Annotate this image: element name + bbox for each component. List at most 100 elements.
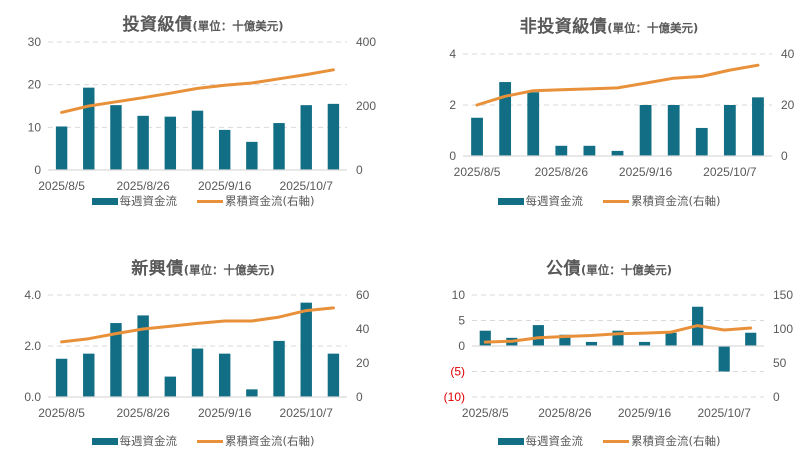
y-axis-right-tick-label: 0 bbox=[773, 390, 780, 404]
bar-weekly-flow bbox=[191, 348, 204, 397]
x-axis-tick-label: 2025/9/16 bbox=[198, 179, 252, 193]
y-axis-left-tick-label: 0.0 bbox=[24, 390, 41, 404]
y-axis-right-tick-label: 0 bbox=[356, 390, 363, 404]
legend-item-weekly: 每週資金流 bbox=[91, 433, 178, 449]
x-axis-tick-label: 2025/10/7 bbox=[697, 406, 751, 420]
legend-bar-swatch bbox=[497, 437, 524, 445]
bar-weekly-flow bbox=[638, 341, 651, 346]
x-axis-tick-label: 2025/8/5 bbox=[454, 165, 501, 179]
bar-weekly-flow bbox=[559, 334, 571, 346]
x-axis-tick-label: 2025/10/7 bbox=[280, 406, 334, 420]
y-axis-right-tick-label: 20 bbox=[781, 98, 795, 112]
chart-title-unit: (單位：十億美元) bbox=[607, 21, 699, 35]
chart-title-main: 非投資級債 bbox=[519, 17, 608, 37]
x-axis-tick-label: 2025/8/5 bbox=[462, 406, 509, 420]
bar-weekly-flow bbox=[300, 302, 312, 397]
bar-weekly-flow bbox=[83, 353, 95, 397]
bar-weekly-flow bbox=[137, 115, 149, 170]
bar-weekly-flow bbox=[327, 103, 340, 170]
chart-title: 非投資級債(單位：十億美元) bbox=[406, 12, 812, 37]
y-axis-left-tick-label: 10 bbox=[452, 288, 466, 302]
bar-weekly-flow bbox=[83, 87, 95, 170]
bar-weekly-flow bbox=[665, 332, 677, 346]
x-axis-tick-label: 2025/10/7 bbox=[280, 179, 334, 193]
bar-weekly-flow bbox=[723, 105, 736, 156]
legend-bar-label: 每週資金流 bbox=[525, 434, 584, 448]
bar-weekly-flow bbox=[246, 389, 258, 397]
legend-bar-label: 每週資金流 bbox=[119, 194, 178, 208]
bar-weekly-flow bbox=[164, 376, 177, 397]
legend-line-swatch bbox=[603, 199, 629, 203]
x-axis-tick-label: 2025/9/16 bbox=[618, 406, 672, 420]
bar-weekly-flow bbox=[246, 141, 258, 170]
y-axis-right-tick-label: 150 bbox=[773, 288, 793, 302]
legend-item-weekly: 每週資金流 bbox=[497, 193, 583, 209]
bar-weekly-flow bbox=[110, 323, 122, 397]
chart-title-unit: (單位：十億美元) bbox=[183, 263, 275, 277]
y-axis-right-tick-label: 60 bbox=[356, 288, 370, 302]
legend-item-cumulative: 累積資金流(右軸) bbox=[603, 433, 720, 449]
y-axis-right-tick-label: 20 bbox=[356, 356, 370, 370]
chart-panel-emerging-market: 新興債(單位：十億美元) 0.0 2.0 4.0 0 20 40 60 2025/8/5 202… bbox=[0, 232, 406, 464]
legend-line-label: 累積資金流(右軸) bbox=[631, 434, 721, 448]
bar-weekly-flow bbox=[752, 97, 764, 156]
chart-title-main: 投資級債 bbox=[122, 15, 193, 35]
legend-line-swatch bbox=[197, 439, 223, 443]
y-axis-left-tick-label: 4 bbox=[449, 47, 456, 61]
legend-item-weekly: 每週資金流 bbox=[497, 433, 584, 449]
x-axis-tick-label: 2025/8/26 bbox=[116, 406, 170, 420]
y-axis-left-tick-label: (5) bbox=[450, 365, 465, 379]
bar-weekly-flow bbox=[110, 105, 122, 170]
bar-weekly-flow bbox=[612, 330, 624, 346]
x-axis-tick-label: 2025/8/26 bbox=[116, 179, 170, 193]
bar-weekly-flow bbox=[218, 353, 231, 397]
x-axis-tick-label: 2025/10/7 bbox=[703, 165, 757, 179]
x-axis-tick-label: 2025/9/16 bbox=[619, 165, 673, 179]
chart-legend: 每週資金流 累積資金流(右軸) bbox=[0, 193, 406, 209]
line-cumulative-flow bbox=[475, 63, 760, 107]
chart-title-main: 新興債 bbox=[131, 259, 184, 279]
legend-line-swatch bbox=[603, 439, 629, 443]
chart-svg: 0 10 20 30 0 200 400 2025/8/5 2025/8/26 2025/9/16… bbox=[28, 35, 377, 193]
y-axis-right-tick-label: 200 bbox=[356, 99, 376, 113]
bar-weekly-flow bbox=[532, 325, 544, 346]
chart-panel-high-yield: 非投資級債(單位：十億美元) 0 2 4 0 20 40 2025/8/5 2025/8/26… bbox=[406, 0, 812, 232]
chart-legend: 每週資金流 累積資金流(右軸) bbox=[406, 433, 812, 449]
y-axis-right-tick-label: 50 bbox=[773, 356, 787, 370]
legend-item-cumulative: 累積資金流(右軸) bbox=[603, 193, 720, 209]
bar-weekly-flow bbox=[471, 117, 483, 156]
bar-weekly-flow bbox=[585, 341, 598, 346]
y-axis-left-tick-label: 0 bbox=[34, 163, 41, 177]
legend-line-label: 累積資金流(右軸) bbox=[225, 194, 315, 208]
legend-line-swatch bbox=[197, 199, 223, 203]
legend-bar-swatch bbox=[91, 197, 118, 205]
y-axis-left-tick-label: 2.0 bbox=[24, 339, 41, 353]
y-axis-right-tick-label: 0 bbox=[781, 149, 788, 163]
chart-title: 新興債(單位：十億美元) bbox=[0, 254, 406, 279]
legend-item-cumulative: 累積資金流(右軸) bbox=[197, 433, 314, 449]
y-axis-right-tick-label: 0 bbox=[356, 163, 363, 177]
y-axis-right-tick-label: 40 bbox=[356, 322, 370, 336]
bar-weekly-flow bbox=[527, 92, 540, 156]
bar-weekly-flow bbox=[555, 145, 568, 156]
legend-bar-label: 每週資金流 bbox=[119, 434, 178, 448]
legend-item-cumulative: 累積資金流(右軸) bbox=[197, 193, 314, 209]
bar-weekly-flow bbox=[55, 358, 68, 397]
y-axis-left-tick-label: 0 bbox=[458, 339, 465, 353]
x-axis-tick-label: 2025/8/26 bbox=[535, 165, 589, 179]
bar-weekly-flow bbox=[191, 110, 204, 170]
bar-weekly-flow bbox=[55, 126, 68, 170]
chart-legend: 每週資金流 累積資金流(右軸) bbox=[0, 433, 406, 449]
bar-weekly-flow bbox=[611, 150, 624, 156]
y-axis-left-tick-label: 4.0 bbox=[24, 288, 41, 302]
y-axis-left-tick-label: 5 bbox=[458, 314, 465, 328]
legend-item-weekly: 每週資金流 bbox=[91, 193, 178, 209]
legend-line-label: 累積資金流(右軸) bbox=[631, 194, 721, 208]
bar-weekly-flow bbox=[300, 105, 312, 170]
legend-bar-swatch bbox=[91, 437, 118, 445]
line-cumulative-flow bbox=[60, 306, 335, 344]
bar-weekly-flow bbox=[273, 123, 285, 170]
bar-weekly-flow bbox=[695, 127, 708, 156]
y-axis-left-tick-label: (10) bbox=[444, 390, 465, 404]
